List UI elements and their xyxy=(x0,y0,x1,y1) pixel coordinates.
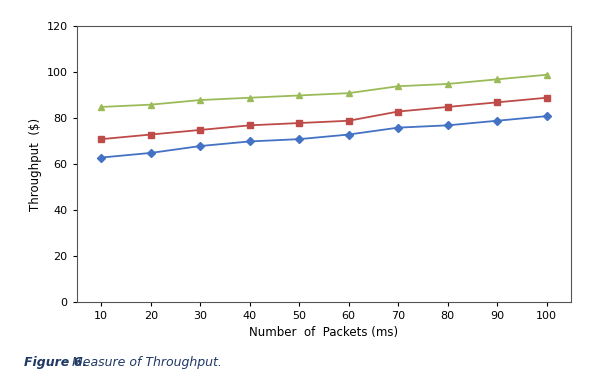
MLP xyxy=(197,128,204,132)
IHMS Model xyxy=(246,139,253,144)
X-axis label: Number  of  Packets (ms): Number of Packets (ms) xyxy=(249,325,399,339)
MLP xyxy=(345,118,352,123)
IHMS Model xyxy=(197,144,204,148)
MLP xyxy=(246,123,253,128)
MLP xyxy=(444,105,451,109)
Text: Measure of Throughput.: Measure of Throughput. xyxy=(68,356,221,369)
IL NL AR Technique xyxy=(543,73,550,77)
IL NL AR Technique xyxy=(444,82,451,86)
IHMS Model xyxy=(98,155,105,160)
IHMS Model xyxy=(543,114,550,118)
MLP xyxy=(98,137,105,141)
IHMS Model xyxy=(345,132,352,137)
IHMS Model xyxy=(444,123,451,128)
IL NL AR Technique xyxy=(345,91,352,95)
IL NL AR Technique xyxy=(197,98,204,102)
MLP xyxy=(395,109,402,114)
IL NL AR Technique xyxy=(494,77,501,82)
Y-axis label: Throughput  ($): Throughput ($) xyxy=(29,118,42,211)
IHMS Model xyxy=(395,125,402,130)
IHMS Model xyxy=(494,118,501,123)
Line: MLP: MLP xyxy=(98,95,550,142)
Line: IHMS Model: IHMS Model xyxy=(98,113,550,160)
MLP xyxy=(494,100,501,105)
IL NL AR Technique xyxy=(147,102,154,107)
IHMS Model xyxy=(296,137,303,141)
IL NL AR Technique xyxy=(98,105,105,109)
IL NL AR Technique xyxy=(246,96,253,100)
IL NL AR Technique xyxy=(296,93,303,98)
Line: IL NL AR Technique: IL NL AR Technique xyxy=(98,71,550,110)
MLP xyxy=(543,96,550,100)
IL NL AR Technique xyxy=(395,84,402,88)
MLP xyxy=(147,132,154,137)
IHMS Model xyxy=(147,151,154,155)
MLP xyxy=(296,121,303,125)
Text: Figure 6.: Figure 6. xyxy=(24,356,87,369)
